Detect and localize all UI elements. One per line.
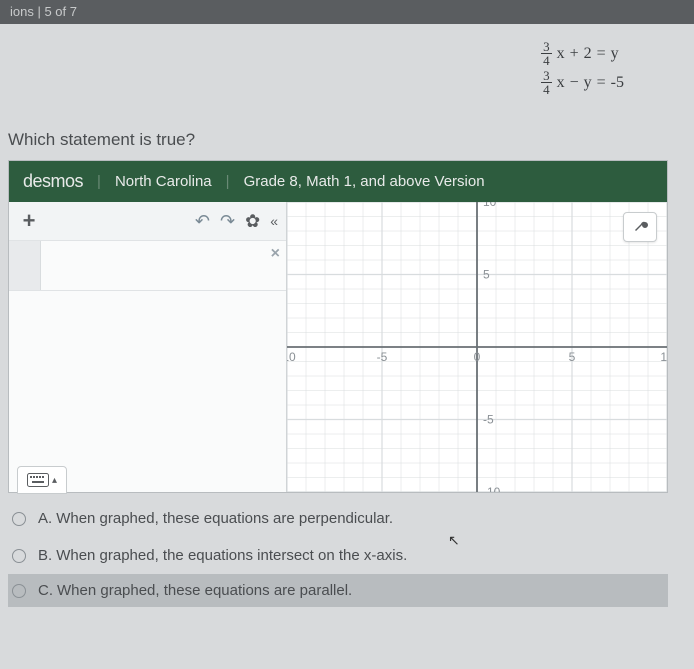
keyboard-toggle[interactable]: ▴: [17, 466, 67, 494]
desmos-calculator: desmos | North Carolina | Grade 8, Math …: [8, 160, 668, 493]
header-context-state: North Carolina: [115, 173, 212, 190]
svg-text:5: 5: [483, 268, 490, 282]
redo-button[interactable]: ↷: [220, 211, 235, 232]
svg-text:10: 10: [483, 202, 497, 209]
option-b[interactable]: B.When graphed, the equations intersect …: [8, 537, 668, 574]
option-b-text: B.When graphed, the equations intersect …: [38, 547, 407, 564]
fraction-1: 3 4: [541, 40, 552, 67]
keyboard-icon: [27, 473, 49, 487]
svg-text:0: 0: [474, 350, 481, 364]
header-divider-2: |: [226, 173, 230, 190]
option-c[interactable]: C.When graphed, these equations are para…: [8, 574, 668, 607]
expression-row-1[interactable]: ×: [9, 241, 286, 291]
equation-1: 3 4 x + 2 = y: [541, 40, 624, 67]
progress-text: ions | 5 of 7: [10, 4, 77, 19]
top-bar: ions | 5 of 7: [0, 0, 694, 24]
keyboard-chevron-icon: ▴: [52, 475, 57, 486]
desmos-body: + ↶ ↷ ✿ « × -10 -5 0 5 10 -10 -5 5 10: [9, 202, 667, 492]
delete-expression-icon[interactable]: ×: [271, 245, 280, 263]
equation-2: 3 4 x − y = -5: [541, 69, 624, 96]
expression-input[interactable]: [41, 258, 286, 274]
add-expression-button[interactable]: +: [17, 208, 41, 234]
desmos-brand: desmos: [23, 171, 83, 192]
zoom-button[interactable]: [623, 212, 657, 242]
svg-text:-10: -10: [287, 350, 296, 364]
system-of-equations: 3 4 x + 2 = y 3 4 x − y = -5: [541, 40, 624, 98]
graph-panel[interactable]: -10 -5 0 5 10 -10 -5 5 10: [287, 202, 667, 492]
question-text: Which statement is true?: [8, 130, 195, 150]
radio-c[interactable]: [12, 584, 26, 598]
desmos-header: desmos | North Carolina | Grade 8, Math …: [9, 161, 667, 202]
fraction-2: 3 4: [541, 69, 552, 96]
svg-text:10: 10: [660, 350, 667, 364]
header-divider: |: [97, 173, 101, 190]
svg-text:-5: -5: [377, 350, 388, 364]
header-context-grade: Grade 8, Math 1, and above Version: [244, 173, 485, 190]
row-handle[interactable]: [9, 241, 41, 290]
wrench-icon: [632, 219, 648, 235]
undo-button[interactable]: ↶: [195, 211, 210, 232]
answer-options: A.When graphed, these equations are perp…: [8, 500, 668, 607]
option-a-text: A.When graphed, these equations are perp…: [38, 510, 393, 527]
radio-b[interactable]: [12, 549, 26, 563]
radio-a[interactable]: [12, 512, 26, 526]
svg-text:-5: -5: [483, 413, 494, 427]
option-a[interactable]: A.When graphed, these equations are perp…: [8, 500, 668, 537]
expression-toolbar: + ↶ ↷ ✿ «: [9, 202, 286, 241]
collapse-panel-button[interactable]: «: [270, 213, 278, 229]
cursor-icon: ↖: [448, 532, 460, 549]
graph-canvas[interactable]: -10 -5 0 5 10 -10 -5 5 10: [287, 202, 667, 492]
option-c-text: C.When graphed, these equations are para…: [38, 582, 352, 599]
expression-panel: + ↶ ↷ ✿ « ×: [9, 202, 287, 492]
svg-text:-10: -10: [483, 485, 501, 492]
settings-icon[interactable]: ✿: [245, 211, 260, 232]
svg-text:5: 5: [569, 350, 576, 364]
